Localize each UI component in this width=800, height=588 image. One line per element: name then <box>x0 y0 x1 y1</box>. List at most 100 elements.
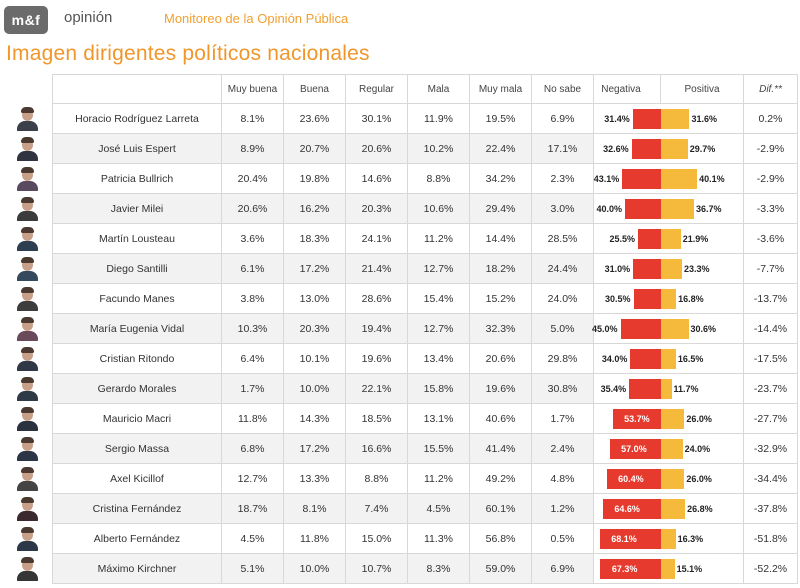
politician-name: Máximo Kirchner <box>52 554 222 584</box>
bar-cell: 43.1% 40.1% <box>582 164 744 194</box>
value-regular: 18.5% <box>346 404 408 434</box>
value-mala: 8.8% <box>408 164 470 194</box>
bar-negativa <box>632 109 661 129</box>
label-negativa: 32.6% <box>603 144 629 154</box>
label-negativa: 64.6% <box>614 504 640 514</box>
label-negativa: 34.0% <box>601 354 628 364</box>
header-muy-buena: Muy buena <box>222 74 284 104</box>
value-buena: 19.8% <box>284 164 346 194</box>
label-positiva: 29.7% <box>689 144 716 154</box>
table-row: Alberto Fernández 4.5% 11.8% 15.0% 11.3% 56.8… <box>4 524 798 554</box>
bar-negativa <box>609 439 661 459</box>
value-buena: 13.0% <box>284 284 346 314</box>
label-positiva: 11.7% <box>673 384 699 394</box>
value-buena: 10.1% <box>284 344 346 374</box>
value-no-sabe: 24.0% <box>532 284 594 314</box>
value-mala: 10.6% <box>408 194 470 224</box>
value-dif: -37.8% <box>744 494 798 524</box>
value-dif: -2.9% <box>744 164 798 194</box>
label-negativa: 53.7% <box>624 414 650 424</box>
value-buena: 8.1% <box>284 494 346 524</box>
label-positiva: 26.0% <box>686 474 712 484</box>
bar-cell: 25.5% 21.9% <box>582 224 744 254</box>
bar-positiva <box>661 439 683 459</box>
value-muy-buena: 3.8% <box>222 284 284 314</box>
label-negativa: 40.0% <box>596 204 622 214</box>
bar-cell: 64.6% 26.8% <box>582 494 744 524</box>
value-muy-buena: 12.7% <box>222 464 284 494</box>
bar-positiva <box>661 469 685 489</box>
label-negativa: 67.3% <box>611 564 638 574</box>
value-mala: 11.3% <box>408 524 470 554</box>
header-mala: Mala <box>408 74 470 104</box>
table-row: Cristian Ritondo 6.4% 10.1% 19.6% 13.4% 20.6%… <box>4 344 798 374</box>
politician-name: José Luis Espert <box>52 134 222 164</box>
bar-positiva <box>661 529 676 549</box>
avatar <box>14 167 40 191</box>
politician-name: Gerardo Morales <box>52 374 222 404</box>
value-no-sabe: 6.9% <box>532 104 594 134</box>
label-positiva: 24.0% <box>684 444 711 454</box>
label-positiva: 15.1% <box>676 564 703 574</box>
report-title: Monitoreo de la Opinión Pública <box>164 11 349 26</box>
bar-negativa <box>630 349 661 369</box>
bar-positiva <box>661 169 698 189</box>
value-mala: 10.2% <box>408 134 470 164</box>
value-muy-mala: 49.2% <box>470 464 532 494</box>
value-regular: 7.4% <box>346 494 408 524</box>
value-buena: 10.0% <box>284 554 346 584</box>
bar-positiva <box>661 559 675 579</box>
bar-cell: 60.4% 26.0% <box>582 464 744 494</box>
label-negativa: 30.5% <box>605 294 631 304</box>
value-mala: 15.5% <box>408 434 470 464</box>
value-muy-mala: 60.1% <box>470 494 532 524</box>
value-mala: 8.3% <box>408 554 470 584</box>
bar-cell: 53.7% 26.0% <box>582 404 744 434</box>
table-row: Sergio Massa 6.8% 17.2% 16.6% 15.5% 41.4% 2.4%… <box>4 434 798 464</box>
table-row: Máximo Kirchner 5.1% 10.0% 10.7% 8.3% 59.0% 6.… <box>4 554 798 584</box>
value-muy-buena: 11.8% <box>222 404 284 434</box>
label-positiva: 16.3% <box>677 534 704 544</box>
bar-positiva <box>661 139 688 159</box>
value-muy-buena: 18.7% <box>222 494 284 524</box>
avatar <box>14 227 40 251</box>
value-no-sabe: 5.0% <box>532 314 594 344</box>
page-title: Imagen dirigentes políticos nacionales <box>6 42 370 65</box>
table-row: Martín Lousteau 3.6% 18.3% 24.1% 11.2% 14.4% 2… <box>4 224 798 254</box>
value-no-sabe: 30.8% <box>532 374 594 404</box>
value-muy-mala: 34.2% <box>470 164 532 194</box>
page-header: m&f opinión Monitoreo de la Opinión Públ… <box>0 0 800 40</box>
value-regular: 22.1% <box>346 374 408 404</box>
value-no-sabe: 3.0% <box>532 194 594 224</box>
value-muy-buena: 6.1% <box>222 254 284 284</box>
value-no-sabe: 28.5% <box>532 224 594 254</box>
value-mala: 12.7% <box>408 314 470 344</box>
bar-negativa <box>599 529 661 549</box>
value-no-sabe: 2.4% <box>532 434 594 464</box>
avatar <box>14 467 40 491</box>
bar-negativa <box>638 229 661 249</box>
value-muy-buena: 4.5% <box>222 524 284 554</box>
label-positiva: 36.7% <box>696 204 722 214</box>
header-name-cell <box>52 74 222 104</box>
avatar <box>14 377 40 401</box>
avatar <box>14 347 40 371</box>
value-buena: 17.2% <box>284 254 346 284</box>
label-negativa: 68.1% <box>611 534 637 544</box>
bar-positiva <box>661 289 677 309</box>
label-negativa: 31.4% <box>604 114 630 124</box>
label-negativa: 57.0% <box>621 444 647 454</box>
header-negativa: Negativa <box>582 74 661 104</box>
table-row: Gerardo Morales 1.7% 10.0% 22.1% 15.8% 19.6% 3… <box>4 374 798 404</box>
bar-negativa <box>622 169 661 189</box>
value-no-sabe: 6.9% <box>532 554 594 584</box>
value-muy-mala: 59.0% <box>470 554 532 584</box>
value-dif: -3.6% <box>744 224 798 254</box>
value-muy-buena: 8.9% <box>222 134 284 164</box>
politician-name: Patricia Bullrich <box>52 164 222 194</box>
politician-name: Diego Santilli <box>52 254 222 284</box>
value-buena: 16.2% <box>284 194 346 224</box>
value-buena: 18.3% <box>284 224 346 254</box>
bar-cell: 45.0% 30.6% <box>582 314 744 344</box>
table-row: Horacio Rodríguez Larreta 8.1% 23.6% 30.1% 1… <box>4 104 798 134</box>
